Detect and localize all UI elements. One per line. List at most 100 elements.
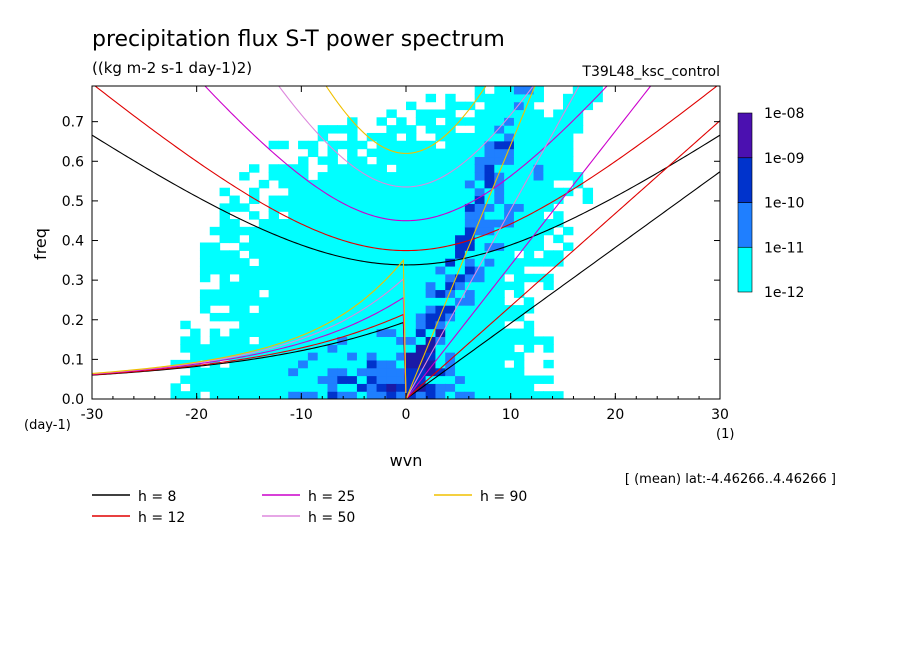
spectrum-cell [258, 273, 270, 283]
spectrum-cell [298, 219, 309, 228]
spectrum-cell [249, 312, 260, 322]
spectrum-cell [209, 265, 221, 275]
spectrum-cell [219, 312, 230, 322]
spectrum-cell [229, 195, 240, 204]
spectrum-cell [337, 297, 348, 306]
spectrum-cell [376, 289, 387, 298]
spectrum-cell [199, 305, 211, 314]
spectrum-cell [199, 265, 211, 275]
spectrum-cell [337, 383, 348, 392]
spectrum-cell [464, 352, 476, 361]
spectrum-cell [504, 117, 515, 126]
spectrum-cell [229, 359, 240, 369]
spectrum-cell [425, 383, 437, 392]
legend-label: h = 90 [480, 489, 527, 505]
spectrum-cell [445, 148, 456, 158]
spectrum-cell [396, 305, 407, 314]
spectrum-cell [563, 148, 574, 158]
spectrum-cell [513, 140, 525, 150]
spectrum-cell [504, 101, 515, 111]
colorbar-label: 1e-10 [764, 196, 804, 212]
spectrum-cell [307, 383, 319, 392]
colorbar-label: 1e-08 [764, 106, 804, 122]
spectrum-cell [337, 281, 348, 291]
spectrum-cell [425, 234, 437, 244]
spectrum-cell [455, 172, 466, 181]
spectrum-cell [347, 289, 358, 298]
spectrum-cell [288, 375, 299, 384]
spectrum-cell [464, 359, 476, 369]
spectrum-cell [337, 125, 348, 134]
spectrum-cell [504, 312, 515, 322]
spectrum-cell [258, 226, 270, 236]
dispersion-curve-h12 [92, 313, 407, 399]
spectrum-cell [435, 265, 446, 275]
spectrum-cell [327, 289, 338, 298]
spectrum-cell [347, 148, 358, 158]
spectrum-cell [445, 164, 456, 173]
dispersion-curve-h90 [92, 258, 407, 399]
spectrum-cell [572, 93, 584, 103]
spectrum-cell [445, 281, 456, 291]
spectrum-cell [249, 383, 260, 392]
spectrum-cell [249, 281, 260, 291]
spectrum-cell [455, 250, 466, 259]
spectrum-cell [464, 172, 476, 181]
spectrum-cell [180, 375, 191, 384]
spectrum-cell [219, 211, 230, 220]
colorbar-label: 1e-12 [764, 285, 804, 301]
spectrum-cell [356, 140, 368, 150]
spectrum-cell [307, 320, 319, 330]
spectrum-cell [356, 328, 368, 337]
spectrum-cell [396, 344, 407, 353]
spectrum-cell [396, 164, 407, 173]
spectrum-cell [543, 172, 554, 181]
spectrum-cell [464, 281, 476, 291]
spectrum-cell [445, 305, 456, 314]
spectrum-cell [455, 281, 466, 291]
spectrum-cell [504, 281, 515, 291]
spectrum-cell [347, 187, 358, 197]
spectrum-cell [435, 328, 446, 337]
spectrum-cell [239, 297, 250, 306]
spectrum-cell [327, 336, 338, 345]
spectrum-cell [376, 226, 387, 236]
spectrum-cell [209, 250, 221, 259]
spectrum-cell [425, 164, 437, 173]
spectrum-cell [327, 383, 338, 392]
spectrum-cell [229, 391, 240, 399]
spectrum-cell [317, 359, 329, 369]
spectrum-cell [563, 156, 574, 165]
spectrum-cell [386, 312, 397, 322]
spectrum-cell [209, 226, 221, 236]
spectrum-cell [464, 140, 476, 150]
spectrum-cell [455, 344, 466, 353]
spectrum-cell [533, 140, 544, 150]
spectrum-cell [484, 93, 495, 103]
spectrum-cell [307, 242, 319, 251]
spectrum-cell [445, 219, 456, 228]
spectrum-cell [376, 164, 387, 173]
spectrum-cell [258, 336, 270, 345]
spectrum-cell [406, 265, 417, 275]
spectrum-cell [278, 352, 289, 361]
spectrum-cell [455, 148, 466, 158]
spectrum-cell [425, 109, 437, 118]
spectrum-cell [523, 109, 535, 118]
spectrum-cell [298, 187, 309, 197]
spectrum-cell [543, 359, 554, 369]
spectrum-cell [415, 203, 427, 212]
spectrum-cell [425, 352, 437, 361]
spectrum-cell [474, 195, 486, 204]
spectrum-cell [504, 211, 515, 220]
spectrum-cell [307, 367, 319, 377]
spectrum-cell [327, 195, 338, 204]
spectrum-cell [376, 336, 387, 345]
spectrum-cell [239, 289, 250, 298]
spectrum-cell [199, 375, 211, 384]
spectrum-cell [494, 258, 505, 267]
spectrum-cell [504, 352, 515, 361]
spectrum-cell [406, 179, 417, 189]
spectrum-cell [484, 125, 495, 134]
spectrum-cell [278, 242, 289, 251]
